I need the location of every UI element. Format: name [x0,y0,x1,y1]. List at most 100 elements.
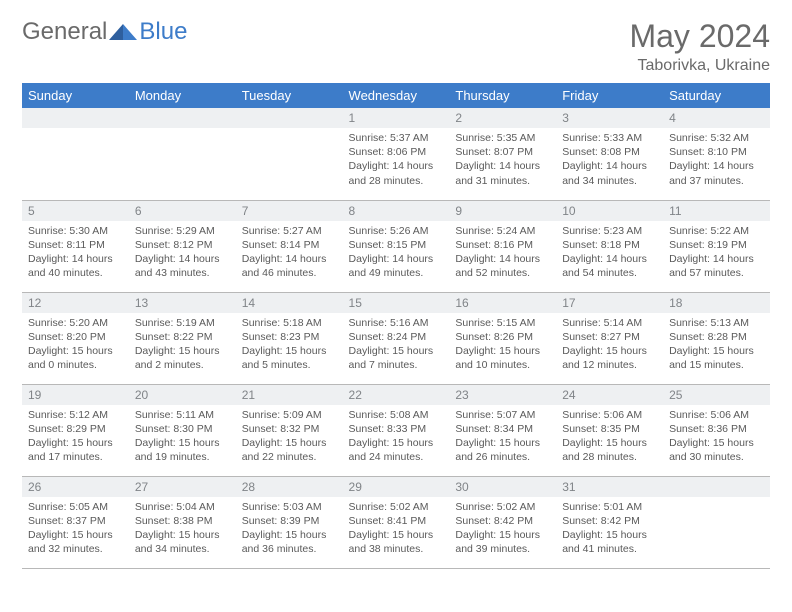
day-daylight2: and 15 minutes. [669,358,764,372]
day-number: 4 [663,108,770,128]
day-daylight2: and 19 minutes. [135,450,230,464]
day-sunset: Sunset: 8:29 PM [28,422,123,436]
day-sunset: Sunset: 8:28 PM [669,330,764,344]
day-daylight2: and 36 minutes. [242,542,337,556]
day-number: 15 [343,293,450,313]
day-sunset: Sunset: 8:24 PM [349,330,444,344]
day-sunset: Sunset: 8:27 PM [562,330,657,344]
day-daylight1: Daylight: 15 hours [242,528,337,542]
calendar-day-cell [663,476,770,568]
day-details: Sunrise: 5:18 AMSunset: 8:23 PMDaylight:… [236,313,343,373]
calendar-week-row: 19Sunrise: 5:12 AMSunset: 8:29 PMDayligh… [22,384,770,476]
day-details: Sunrise: 5:03 AMSunset: 8:39 PMDaylight:… [236,497,343,557]
day-sunrise: Sunrise: 5:04 AM [135,500,230,514]
day-details: Sunrise: 5:06 AMSunset: 8:35 PMDaylight:… [556,405,663,465]
calendar-day-cell: 6Sunrise: 5:29 AMSunset: 8:12 PMDaylight… [129,200,236,292]
day-daylight1: Daylight: 14 hours [455,159,550,173]
day-sunrise: Sunrise: 5:37 AM [349,131,444,145]
day-details: Sunrise: 5:11 AMSunset: 8:30 PMDaylight:… [129,405,236,465]
day-sunrise: Sunrise: 5:02 AM [349,500,444,514]
day-sunrise: Sunrise: 5:15 AM [455,316,550,330]
weekday-header: Monday [129,83,236,108]
day-sunrise: Sunrise: 5:12 AM [28,408,123,422]
day-details: Sunrise: 5:06 AMSunset: 8:36 PMDaylight:… [663,405,770,465]
calendar-day-cell [236,108,343,200]
calendar-week-row: 12Sunrise: 5:20 AMSunset: 8:20 PMDayligh… [22,292,770,384]
day-sunset: Sunset: 8:41 PM [349,514,444,528]
day-details: Sunrise: 5:24 AMSunset: 8:16 PMDaylight:… [449,221,556,281]
calendar-table: Sunday Monday Tuesday Wednesday Thursday… [22,83,770,569]
day-details: Sunrise: 5:30 AMSunset: 8:11 PMDaylight:… [22,221,129,281]
day-daylight2: and 26 minutes. [455,450,550,464]
day-number: 21 [236,385,343,405]
calendar-day-cell: 18Sunrise: 5:13 AMSunset: 8:28 PMDayligh… [663,292,770,384]
day-number-bar [236,108,343,128]
day-daylight1: Daylight: 15 hours [135,436,230,450]
day-number: 24 [556,385,663,405]
day-daylight2: and 31 minutes. [455,174,550,188]
day-daylight2: and 46 minutes. [242,266,337,280]
weekday-header: Tuesday [236,83,343,108]
logo-triangle-icon [109,22,137,42]
day-sunrise: Sunrise: 5:05 AM [28,500,123,514]
day-details: Sunrise: 5:19 AMSunset: 8:22 PMDaylight:… [129,313,236,373]
day-number: 30 [449,477,556,497]
day-details: Sunrise: 5:15 AMSunset: 8:26 PMDaylight:… [449,313,556,373]
day-sunrise: Sunrise: 5:20 AM [28,316,123,330]
day-sunset: Sunset: 8:16 PM [455,238,550,252]
day-sunrise: Sunrise: 5:19 AM [135,316,230,330]
day-daylight2: and 17 minutes. [28,450,123,464]
day-daylight2: and 54 minutes. [562,266,657,280]
day-daylight2: and 34 minutes. [135,542,230,556]
day-sunrise: Sunrise: 5:18 AM [242,316,337,330]
day-daylight2: and 49 minutes. [349,266,444,280]
calendar-day-cell: 1Sunrise: 5:37 AMSunset: 8:06 PMDaylight… [343,108,450,200]
day-details: Sunrise: 5:27 AMSunset: 8:14 PMDaylight:… [236,221,343,281]
calendar-day-cell: 14Sunrise: 5:18 AMSunset: 8:23 PMDayligh… [236,292,343,384]
day-daylight2: and 34 minutes. [562,174,657,188]
day-daylight2: and 52 minutes. [455,266,550,280]
calendar-day-cell: 28Sunrise: 5:03 AMSunset: 8:39 PMDayligh… [236,476,343,568]
calendar-day-cell: 11Sunrise: 5:22 AMSunset: 8:19 PMDayligh… [663,200,770,292]
calendar-day-cell: 7Sunrise: 5:27 AMSunset: 8:14 PMDaylight… [236,200,343,292]
day-sunrise: Sunrise: 5:06 AM [562,408,657,422]
day-details: Sunrise: 5:37 AMSunset: 8:06 PMDaylight:… [343,128,450,188]
day-sunset: Sunset: 8:11 PM [28,238,123,252]
day-details: Sunrise: 5:23 AMSunset: 8:18 PMDaylight:… [556,221,663,281]
day-number: 20 [129,385,236,405]
day-sunset: Sunset: 8:38 PM [135,514,230,528]
day-details: Sunrise: 5:29 AMSunset: 8:12 PMDaylight:… [129,221,236,281]
calendar-day-cell: 24Sunrise: 5:06 AMSunset: 8:35 PMDayligh… [556,384,663,476]
day-daylight1: Daylight: 14 hours [28,252,123,266]
day-daylight1: Daylight: 15 hours [669,436,764,450]
calendar-day-cell: 29Sunrise: 5:02 AMSunset: 8:41 PMDayligh… [343,476,450,568]
day-sunset: Sunset: 8:12 PM [135,238,230,252]
day-daylight2: and 40 minutes. [28,266,123,280]
day-sunset: Sunset: 8:08 PM [562,145,657,159]
day-sunrise: Sunrise: 5:08 AM [349,408,444,422]
day-sunrise: Sunrise: 5:03 AM [242,500,337,514]
day-daylight1: Daylight: 15 hours [562,436,657,450]
calendar-day-cell: 2Sunrise: 5:35 AMSunset: 8:07 PMDaylight… [449,108,556,200]
day-number: 6 [129,201,236,221]
day-number: 27 [129,477,236,497]
day-sunset: Sunset: 8:06 PM [349,145,444,159]
calendar-day-cell: 20Sunrise: 5:11 AMSunset: 8:30 PMDayligh… [129,384,236,476]
day-daylight1: Daylight: 15 hours [28,344,123,358]
day-details: Sunrise: 5:01 AMSunset: 8:42 PMDaylight:… [556,497,663,557]
day-daylight2: and 10 minutes. [455,358,550,372]
day-number: 14 [236,293,343,313]
day-sunset: Sunset: 8:10 PM [669,145,764,159]
day-details: Sunrise: 5:05 AMSunset: 8:37 PMDaylight:… [22,497,129,557]
day-number: 7 [236,201,343,221]
day-daylight2: and 41 minutes. [562,542,657,556]
weekday-header: Thursday [449,83,556,108]
day-daylight1: Daylight: 15 hours [349,436,444,450]
day-details: Sunrise: 5:09 AMSunset: 8:32 PMDaylight:… [236,405,343,465]
day-sunset: Sunset: 8:32 PM [242,422,337,436]
calendar-day-cell: 31Sunrise: 5:01 AMSunset: 8:42 PMDayligh… [556,476,663,568]
day-details: Sunrise: 5:16 AMSunset: 8:24 PMDaylight:… [343,313,450,373]
day-sunrise: Sunrise: 5:26 AM [349,224,444,238]
day-daylight2: and 32 minutes. [28,542,123,556]
day-daylight1: Daylight: 14 hours [669,159,764,173]
